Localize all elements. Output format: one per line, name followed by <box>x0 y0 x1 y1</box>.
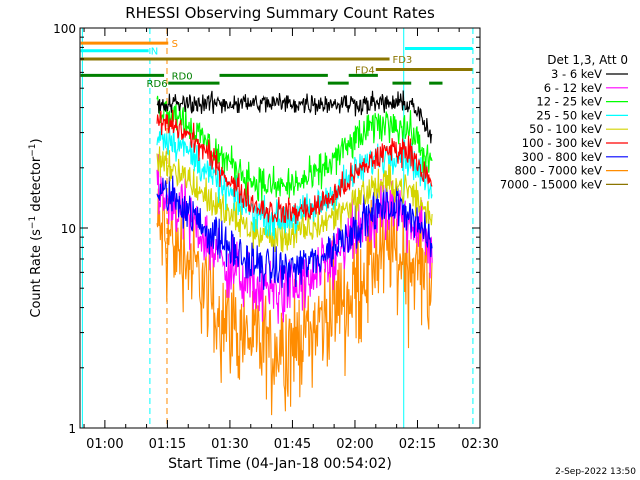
x-tick-label-1: 01:15 <box>149 437 186 452</box>
series-trace-5 <box>156 109 433 225</box>
y-label-end: ) <box>29 138 44 143</box>
legend-label-5: 100 - 300 keV <box>522 136 602 150</box>
state-bars: S N FD3 FD4 RD0 RD6 <box>80 39 473 90</box>
legend-label-1: 6 - 12 keV <box>544 81 602 95</box>
y-tick-label-0: 1 <box>68 422 76 436</box>
legend-label-3: 25 - 50 keV <box>536 108 602 122</box>
state-label-6: RD6 <box>147 79 168 90</box>
y-label-exp1: −1 <box>28 216 38 229</box>
legend-label-8: 7000 - 15000 keV <box>500 177 602 191</box>
x-tick-label-0: 01:00 <box>86 437 123 452</box>
x-axis-ticks: 01:00 01:15 01:30 01:45 02:00 02:15 02:30 <box>83 28 499 452</box>
series-traces <box>156 90 433 416</box>
y-label-main: Count Rate (s <box>29 229 44 318</box>
series-trace-0 <box>156 90 433 144</box>
legend-label-2: 12 - 25 keV <box>536 95 602 109</box>
x-tick-label-3: 01:45 <box>274 437 311 452</box>
x-tick-label-6: 02:30 <box>461 437 498 452</box>
y-axis-ticks: 1 10 100 <box>53 22 480 436</box>
x-tick-label-2: 01:30 <box>211 437 248 452</box>
state-label-5: RD0 <box>172 71 193 82</box>
legend-label-0: 3 - 6 keV <box>551 67 602 81</box>
y-tick-label-2: 100 <box>53 22 76 36</box>
series-trace-2 <box>156 95 433 202</box>
x-tick-label-5: 02:15 <box>399 437 436 452</box>
legend-title: Det 1,3, Att 0 <box>547 53 628 67</box>
state-label-0: S <box>172 39 178 50</box>
y-label-mid: detector <box>29 156 44 216</box>
legend-label-6: 300 - 800 keV <box>522 150 602 164</box>
legend-label-7: 800 - 7000 keV <box>514 164 602 178</box>
state-label-1: N <box>151 47 158 58</box>
series-trace-6 <box>156 175 433 297</box>
x-tick-label-4: 02:00 <box>336 437 373 452</box>
series-trace-4 <box>156 146 433 253</box>
legend-label-4: 50 - 100 keV <box>529 122 602 136</box>
chart-title: RHESSI Observing Summary Count Rates <box>125 4 435 22</box>
state-label-3: FD3 <box>392 55 412 66</box>
x-axis-label: Start Time (04-Jan-18 00:54:02) <box>168 456 392 472</box>
y-axis-label: Count Rate (s−1 detector−1) <box>28 138 44 317</box>
y-label-exp2: −1 <box>28 143 38 156</box>
footer-timestamp: 2-Sep-2022 13:50 <box>555 467 636 477</box>
state-label-4: FD4 <box>355 66 375 77</box>
y-tick-label-1: 10 <box>61 222 76 236</box>
